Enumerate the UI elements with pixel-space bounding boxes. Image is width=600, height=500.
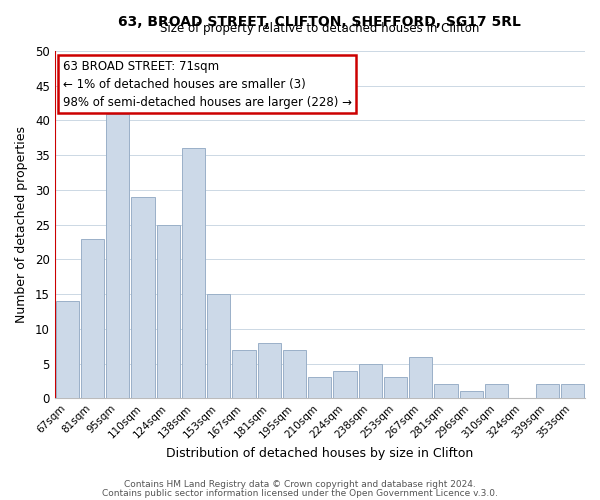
Bar — [106, 114, 130, 399]
Bar — [207, 294, 230, 399]
Bar — [409, 356, 433, 399]
Bar — [384, 378, 407, 398]
Bar — [536, 384, 559, 398]
Bar — [561, 384, 584, 398]
Text: Contains HM Land Registry data © Crown copyright and database right 2024.: Contains HM Land Registry data © Crown c… — [124, 480, 476, 489]
Text: Size of property relative to detached houses in Clifton: Size of property relative to detached ho… — [160, 22, 479, 36]
Y-axis label: Number of detached properties: Number of detached properties — [15, 126, 28, 323]
Bar — [359, 364, 382, 398]
Bar — [258, 343, 281, 398]
Text: Contains public sector information licensed under the Open Government Licence v.: Contains public sector information licen… — [102, 488, 498, 498]
Bar — [283, 350, 306, 399]
X-axis label: Distribution of detached houses by size in Clifton: Distribution of detached houses by size … — [166, 447, 473, 460]
Bar — [434, 384, 458, 398]
Title: 63, BROAD STREET, CLIFTON, SHEFFORD, SG17 5RL: 63, BROAD STREET, CLIFTON, SHEFFORD, SG1… — [118, 15, 521, 29]
Bar — [334, 370, 357, 398]
Bar — [232, 350, 256, 399]
Bar — [308, 378, 331, 398]
Bar — [131, 197, 155, 398]
Bar — [485, 384, 508, 398]
Text: 63 BROAD STREET: 71sqm
← 1% of detached houses are smaller (3)
98% of semi-detac: 63 BROAD STREET: 71sqm ← 1% of detached … — [62, 60, 352, 108]
Bar — [157, 224, 180, 398]
Bar — [460, 392, 483, 398]
Bar — [182, 148, 205, 398]
Bar — [56, 301, 79, 398]
Bar — [81, 238, 104, 398]
